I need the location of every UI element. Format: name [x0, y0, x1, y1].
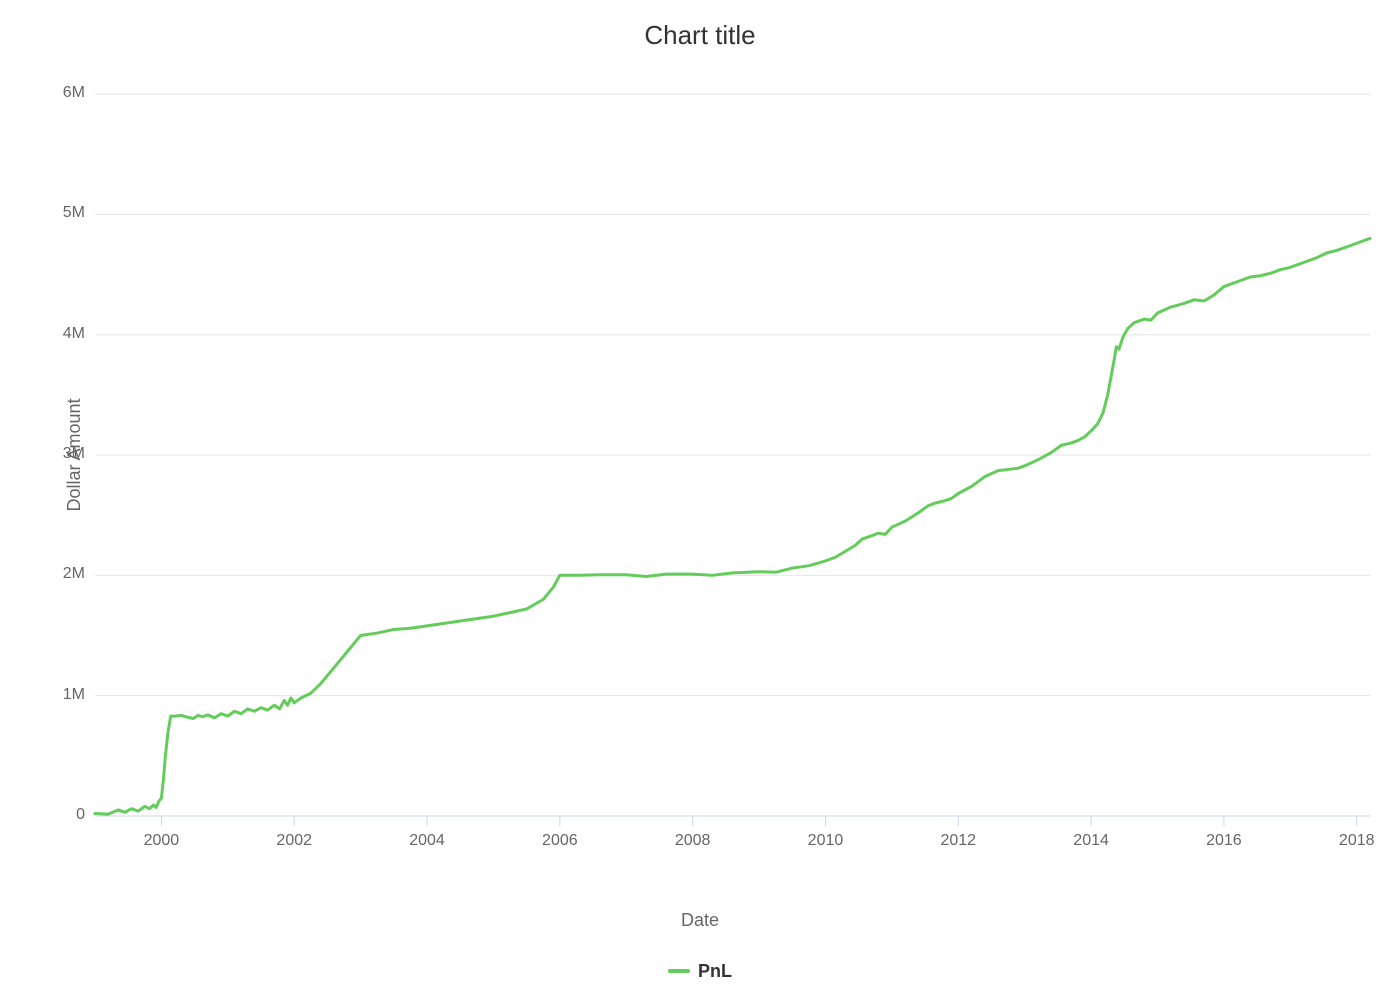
x-tick-label: 2014 — [1073, 832, 1109, 850]
chart-legend: PnL — [0, 960, 1400, 982]
pnl-line-chart: Chart title Dollar Amount 01M2M3M4M5M6M … — [0, 0, 1400, 1000]
x-tick-label: 2002 — [276, 832, 312, 850]
y-tick-label: 2M — [63, 565, 85, 583]
x-tick-label: 2018 — [1339, 832, 1375, 850]
y-tick-label: 4M — [63, 325, 85, 343]
legend-swatch-pnl — [668, 969, 690, 973]
x-tick-label: 2008 — [675, 832, 711, 850]
x-axis-title: Date — [0, 910, 1400, 931]
x-tick-label: 2006 — [542, 832, 578, 850]
legend-label-pnl: PnL — [698, 961, 732, 982]
y-tick-label: 5M — [63, 204, 85, 222]
y-tick-label: 3M — [63, 445, 85, 463]
x-tick-label: 2016 — [1206, 832, 1242, 850]
chart-plot-area — [0, 0, 1400, 1000]
x-tick-label: 2000 — [144, 832, 180, 850]
y-tick-label: 0 — [76, 806, 85, 824]
x-tick-label: 2010 — [808, 832, 844, 850]
y-tick-label: 6M — [63, 84, 85, 102]
x-tick-label: 2012 — [940, 832, 976, 850]
y-tick-label: 1M — [63, 686, 85, 704]
series-line-pnl — [95, 238, 1370, 814]
x-tick-label: 2004 — [409, 832, 445, 850]
